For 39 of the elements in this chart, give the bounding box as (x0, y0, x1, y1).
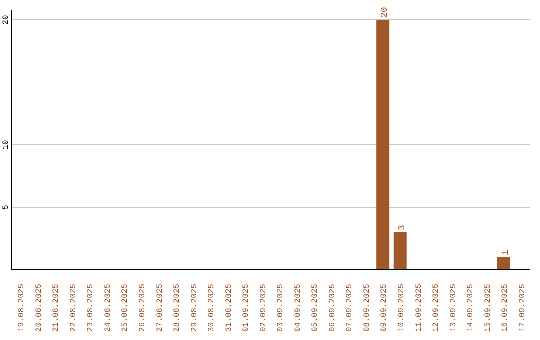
x-tick-label: 21.08.2025 (52, 284, 62, 332)
x-tick-label: 22.08.2025 (69, 284, 78, 332)
x-tick-label: 14.09.2025 (466, 284, 476, 332)
data-label: 1 (500, 250, 511, 256)
x-tick-label: 19.08.2025 (18, 284, 27, 332)
y-tick-label: 5 (2, 204, 11, 210)
y-tick-label: 20 (2, 15, 11, 25)
data-label: 20 (380, 7, 390, 18)
x-tick-label: 02.09.2025 (259, 284, 268, 332)
data-label: 3 (397, 225, 408, 230)
x-tick-label: 30.08.2025 (208, 284, 217, 332)
x-tick-label: 10.09.2025 (398, 284, 406, 332)
x-tick-label: 04.09.2025 (294, 284, 303, 332)
x-tick-label: 15.09.2025 (484, 284, 493, 332)
x-tick-label: 13.09.2025 (449, 284, 458, 332)
x-tick-label: 23.08.2025 (86, 284, 96, 332)
x-tick-label: 26.08.2025 (138, 284, 148, 332)
x-tick-label: 06.09.2025 (328, 284, 338, 332)
x-tick-label: 05.09.2025 (311, 284, 320, 332)
x-tick-label: 31.08.2025 (224, 284, 234, 332)
x-tick-label: 29.08.2025 (190, 284, 200, 332)
bar (394, 232, 407, 270)
x-tick-label: 09.09.2025 (380, 284, 390, 332)
x-tick-label: 07.09.2025 (346, 284, 355, 332)
x-tick-label: 25.08.2025 (121, 284, 130, 332)
x-tick-label: 16.09.2025 (501, 284, 510, 332)
x-tick-label: 24.08.2025 (104, 284, 113, 332)
x-tick-label: 01.09.2025 (242, 284, 252, 332)
x-tick-label: 03.09.2025 (276, 284, 286, 332)
bar (376, 20, 390, 270)
bar (497, 258, 510, 270)
x-tick-label: 08.09.2025 (362, 284, 372, 332)
x-tick-label: 11.09.2025 (414, 284, 424, 332)
x-tick-label: 27.08.2025 (156, 284, 165, 332)
x-tick-label: 20.08.2025 (34, 284, 44, 332)
y-tick-label: 10 (2, 140, 11, 150)
x-tick-label: 12.09.2025 (432, 284, 442, 332)
x-tick-label: 17.09.2025 (518, 284, 528, 332)
x-tick-label: 28.08.2025 (173, 284, 182, 332)
